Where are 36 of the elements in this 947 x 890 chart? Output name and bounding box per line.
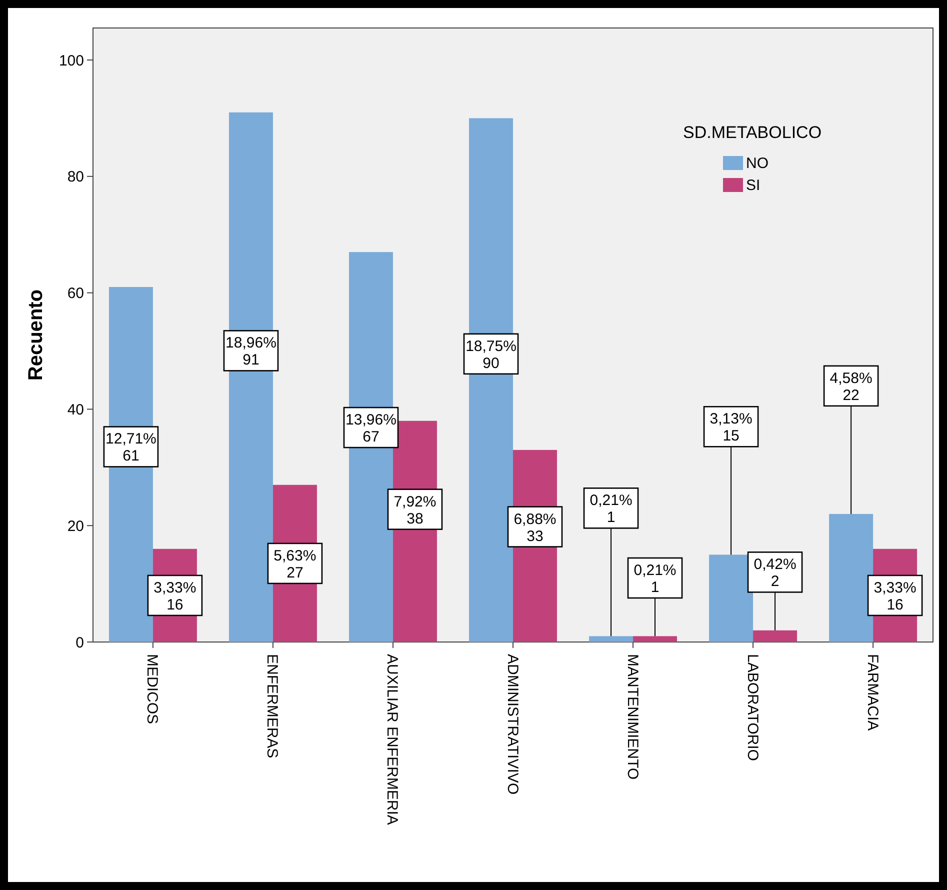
bar [633, 636, 678, 642]
y-tick-label: 100 [58, 52, 84, 70]
data-label: 3,13% 15 [710, 410, 752, 445]
data-label: 18,96% 91 [226, 334, 276, 369]
y-tick-label: 80 [67, 168, 84, 186]
x-tick-label: MANTENIMIENTO [624, 654, 641, 780]
bar [829, 514, 874, 642]
x-tick-label: ENFERMERAS [264, 654, 281, 758]
x-tick-label: MEDICOS [144, 654, 161, 724]
data-label: 0,21% 1 [634, 562, 676, 596]
data-label: 13,96% 67 [346, 412, 396, 446]
x-tick-label: ADMINISTRATIVIVO [504, 654, 521, 795]
data-label: 7,92% 38 [394, 493, 436, 528]
data-label: 3,33% 16 [874, 579, 916, 614]
bar [753, 630, 798, 642]
data-label: 18,75% 90 [466, 338, 516, 372]
data-label: 5,63% 27 [274, 547, 316, 582]
data-label: 0,42% 2 [754, 556, 796, 590]
data-label: 4,58% 22 [830, 370, 872, 404]
bar [589, 636, 634, 642]
y-tick-label: 60 [67, 285, 84, 302]
data-label: 3,33% 16 [154, 579, 196, 614]
bar [709, 554, 754, 642]
data-label: 0,21% 1 [590, 492, 632, 526]
x-tick-label: FARMACIA [864, 654, 881, 731]
x-tick-label: AUXILIAR ENFERMERIA [384, 654, 401, 825]
data-label: 6,88% 33 [514, 510, 556, 545]
y-tick-label: 0 [76, 634, 84, 652]
x-tick-label: LABORATORIO [744, 654, 761, 761]
y-tick-label: 20 [67, 518, 84, 535]
legend-title: SD.METABOLICO [683, 123, 822, 142]
legend-label: NO [746, 155, 768, 172]
data-label: 12,71% 61 [106, 430, 156, 465]
y-axis-title: Recuento [25, 289, 47, 381]
y-tick-label: 40 [67, 401, 84, 418]
legend-label: SI [746, 177, 760, 194]
